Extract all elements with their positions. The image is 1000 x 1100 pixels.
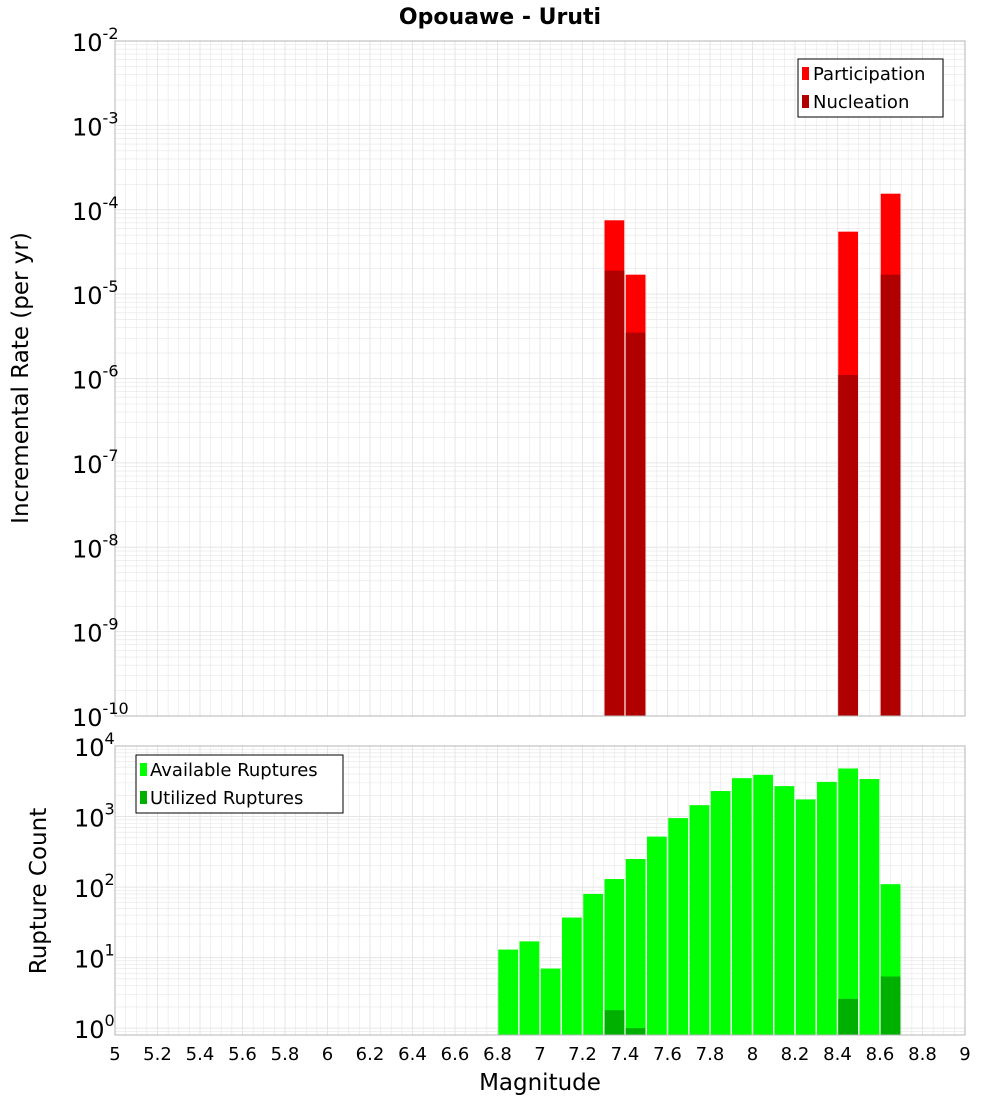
bottom-bar-available-ruptures [625,859,646,1035]
top-y-tick-labels: 10-10 10-9 10-8 10-7 10-6 10-5 10-4 10-3 10-2 [72,24,129,732]
x-tick-label: 8.2 [781,1044,810,1065]
x-tick-label: 8.4 [823,1044,852,1065]
available-legend-swatch [140,763,147,776]
x-tick-label: 5.2 [143,1044,172,1065]
x-tick-label: 5 [109,1044,120,1065]
top-bar-nucleation [880,274,901,716]
bottom-y-tick-label: 101 [74,941,115,974]
x-tick-label: 5.8 [271,1044,300,1065]
top-y-tick-label: 10-3 [72,108,119,141]
participation-legend-label: Participation [813,64,925,85]
x-tick-label: 8 [747,1044,758,1065]
top-bar-nucleation [604,270,625,716]
bottom-bar-available-ruptures [710,791,731,1035]
x-tick-label: 8.6 [866,1044,895,1065]
bottom-y-tick-labels: 100 101 102 103 104 [74,729,115,1044]
top-bars [114,40,966,717]
bottom-bar-available-ruptures [604,879,625,1035]
bottom-panel: 100 101 102 103 104 Rupture Count Available … [26,729,966,1044]
bottom-bar-available-ruptures [668,818,688,1035]
x-tick-label: 6 [322,1044,333,1065]
x-tick-label: 5.6 [228,1044,257,1065]
bottom-y-tick-label: 102 [74,870,115,903]
top-y-tick-label: 10-5 [72,277,119,310]
bottom-bar-available-ruptures [817,781,837,1035]
top-y-tick-label: 10-2 [72,24,119,57]
available-legend-label: Available Ruptures [150,760,318,781]
x-tick-label: 5.4 [186,1044,215,1065]
bottom-bar-available-ruptures [838,768,858,1035]
top-frame [114,40,966,717]
x-tick-label: 7.6 [653,1044,682,1065]
bottom-bar-available-ruptures [859,779,880,1035]
participation-legend-swatch [802,67,809,80]
nucleation-legend-swatch [802,95,809,108]
bottom-y-tick-label: 103 [74,800,115,833]
top-bar-nucleation [625,332,646,716]
bottom-bar-available-ruptures [583,893,603,1035]
top-y-tick-label: 10-4 [72,193,119,226]
top-bar-nucleation [838,375,858,716]
bottom-bar-utilized-ruptures [604,1010,625,1035]
bottom-y-tick-label: 104 [74,729,115,762]
top-legend: Participation Nucleation [797,58,944,118]
top-gridlines [114,41,966,717]
top-y-tick-label: 10-6 [72,362,119,395]
bottom-bar-utilized-ruptures [625,1028,646,1035]
x-tick-label: 7 [534,1044,545,1065]
bottom-frame [114,745,966,1036]
bottom-legend: Available Ruptures Utilized Ruptures [135,754,344,814]
top-y-tick-label: 10-10 [72,699,129,732]
bottom-y-axis-label: Rupture Count [26,808,52,974]
bottom-legend-box [135,754,344,814]
utilized-legend-label: Utilized Ruptures [150,788,303,809]
x-tick-label: 6.4 [398,1044,427,1065]
bottom-bar-available-ruptures [732,778,752,1035]
bottom-bars [114,745,966,1036]
x-tick-label: 6.8 [483,1044,512,1065]
bottom-bar-available-ruptures [689,805,710,1035]
top-y-tick-label: 10-8 [72,530,119,563]
top-y-tick-label: 10-7 [72,446,119,479]
bottom-bar-utilized-ruptures [880,976,901,1035]
top-panel: 10-10 10-9 10-8 10-7 10-6 10-5 10-4 10-3 10-2 In… [8,24,966,732]
utilized-legend-swatch [140,791,147,804]
x-tick-labels: 5 5.2 5.4 5.6 5.8 6 6.2 6.4 6.6 6.8 7 7.2 7.4 7.6 7.8 8… [109,1044,970,1065]
bottom-bar-available-ruptures [774,786,795,1035]
bottom-bar-available-ruptures [540,968,561,1035]
bottom-bar-available-ruptures [562,917,582,1035]
x-tick-label: 6.2 [356,1044,385,1065]
bottom-y-tick-label: 100 [74,1011,115,1044]
bottom-bar-available-ruptures [519,941,540,1035]
x-tick-label: 7.2 [568,1044,597,1065]
x-tick-label: 7.8 [696,1044,725,1065]
x-axis-label: Magnitude [479,1070,601,1096]
top-legend-box [797,58,944,118]
top-y-axis-label: Incremental Rate (per yr) [8,232,34,524]
chart-title: Opouawe - Uruti [399,5,601,30]
bottom-bar-utilized-ruptures [838,998,858,1035]
x-tick-label: 6.6 [441,1044,470,1065]
x-tick-label: 9 [959,1044,970,1065]
bottom-bar-available-ruptures [795,799,816,1035]
top-y-tick-label: 10-9 [72,615,119,648]
bottom-bar-available-ruptures [647,836,667,1035]
nucleation-legend-label: Nucleation [813,92,909,113]
bottom-bar-available-ruptures [498,949,518,1035]
x-tick-label: 7.4 [611,1044,640,1065]
bottom-bar-available-ruptures [753,774,773,1035]
x-tick-label: 8.8 [908,1044,937,1065]
